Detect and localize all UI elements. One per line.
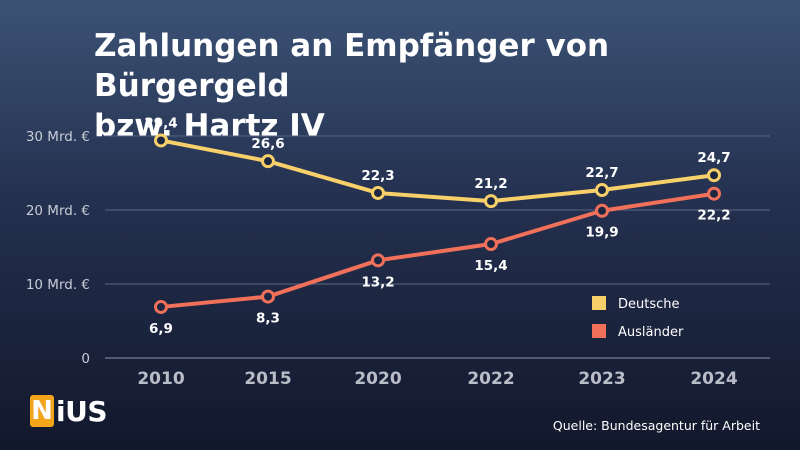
y-tick-label-20: 20 Mrd. € (26, 203, 90, 219)
series-line-auslaender (159, 191, 716, 309)
data-label-auslaender-2023: 19,9 (585, 225, 618, 241)
source-note: Quelle: Bundesagentur für Arbeit (552, 418, 760, 433)
legend-swatch-auslaender (592, 324, 606, 338)
data-label-deutsche-2022: 21,2 (474, 176, 507, 192)
legend-swatch-deutsche (592, 296, 606, 310)
x-tick-label-2010: 2010 (137, 369, 184, 389)
data-point-auslaender-2010 (154, 299, 168, 314)
data-point-deutsche-2024 (707, 168, 721, 183)
data-label-deutsche-2024: 24,7 (697, 150, 730, 166)
data-point-auslaender-2022 (484, 237, 498, 252)
data-point-deutsche-2020 (371, 185, 385, 200)
y-tick-label-10: 10 Mrd. € (26, 277, 90, 293)
nius-logo: N iUS (30, 394, 108, 428)
series-line-deutsche (159, 138, 716, 204)
title-line-2: bzw. Hartz IV (94, 108, 325, 144)
x-tick-label-2022: 2022 (467, 369, 514, 389)
x-tick-label-2023: 2023 (578, 369, 625, 389)
data-point-auslaender-2024 (707, 186, 721, 201)
data-label-auslaender-2020: 13,2 (361, 274, 394, 290)
logo-text: iUS (56, 394, 108, 428)
data-point-deutsche-2022 (484, 194, 498, 209)
x-tick-label-2015: 2015 (244, 369, 291, 389)
data-label-auslaender-2010: 6,9 (149, 321, 173, 337)
title-line-1: Zahlungen an Empfänger von Bürgergeld (94, 28, 610, 104)
logo-mark: N (30, 395, 54, 427)
data-label-deutsche-2015: 26,6 (251, 136, 284, 152)
y-tick-label-30: 30 Mrd. € (26, 129, 90, 145)
data-label-deutsche-2010: 29,4 (144, 115, 177, 131)
data-point-auslaender-2023 (595, 203, 609, 218)
x-tick-label-2020: 2020 (354, 369, 401, 389)
data-label-auslaender-2022: 15,4 (474, 258, 507, 274)
data-point-deutsche-2015 (261, 154, 275, 169)
x-tick-label-2024: 2024 (690, 369, 737, 389)
data-label-deutsche-2020: 22,3 (361, 168, 394, 184)
data-point-deutsche-2023 (595, 183, 609, 198)
chart-title: Zahlungen an Empfänger von Bürgergeld bz… (94, 26, 784, 146)
data-point-auslaender-2020 (371, 253, 385, 268)
legend-label-deutsche: Deutsche (618, 297, 680, 312)
data-point-auslaender-2015 (261, 289, 275, 304)
y-tick-label-0: 0 (81, 351, 90, 367)
data-label-auslaender-2015: 8,3 (256, 311, 280, 327)
legend-label-auslaender: Ausländer (618, 325, 684, 340)
data-label-deutsche-2023: 22,7 (585, 165, 618, 181)
data-label-auslaender-2024: 22,2 (697, 208, 730, 224)
data-point-deutsche-2010 (154, 133, 168, 148)
